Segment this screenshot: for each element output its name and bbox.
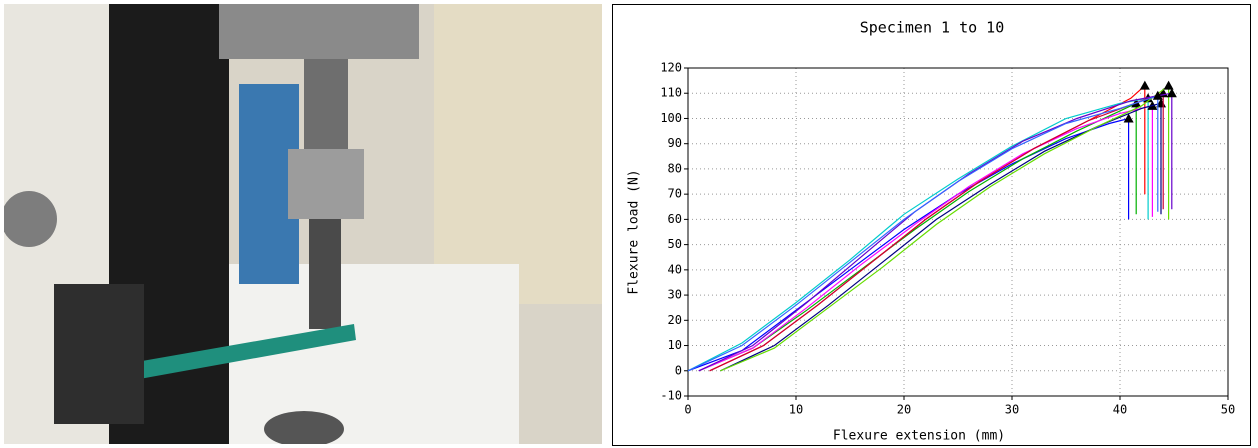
series-line	[720, 84, 1170, 372]
failure-marker	[1139, 80, 1150, 90]
fixture	[264, 411, 344, 444]
plot-frame	[687, 67, 1229, 397]
y-tick-label: 80	[668, 161, 682, 175]
x-tick-label: 50	[1221, 403, 1235, 417]
y-tick-label: 0	[675, 363, 682, 377]
y-tick-label: 30	[668, 288, 682, 302]
chart: Specimen 1 to 10 Flexure extension (mm) …	[612, 4, 1251, 446]
y-tick-label: 60	[668, 212, 682, 226]
punch	[309, 219, 341, 329]
failure-marker	[1123, 113, 1134, 123]
y-tick-label: 110	[660, 86, 682, 100]
y-tick-label: 20	[668, 313, 682, 327]
rod	[304, 59, 348, 149]
x-tick-label: 10	[789, 403, 803, 417]
series-line	[698, 102, 1137, 372]
y-tick-label: 70	[668, 187, 682, 201]
y-tick-label: 90	[668, 136, 682, 150]
chart-frame	[612, 4, 1251, 446]
series-line	[720, 102, 1162, 372]
x-tick-label: 0	[684, 403, 691, 417]
series-line	[687, 94, 1159, 372]
gauge	[4, 191, 57, 247]
wall-right	[434, 4, 602, 304]
crosshead	[219, 4, 419, 59]
y-tick-label: 10	[668, 338, 682, 352]
failure-marker	[1152, 90, 1163, 100]
y-tick-label: -10	[660, 389, 682, 403]
y-tick-label: 120	[660, 61, 682, 75]
failure-marker	[1166, 88, 1177, 98]
series-line	[698, 92, 1173, 372]
failure-marker	[1163, 80, 1174, 90]
x-axis-label: Flexure extension (mm)	[833, 429, 1005, 444]
y-tick-label: 40	[668, 262, 682, 276]
x-tick-label: 20	[897, 403, 911, 417]
vise	[54, 284, 144, 424]
chart-title: Specimen 1 to 10	[860, 19, 1005, 37]
y-tick-label: 100	[660, 111, 682, 125]
y-axis-label: Flexure load (N)	[627, 169, 642, 294]
x-tick-label: 40	[1113, 403, 1127, 417]
photo	[4, 4, 602, 444]
y-tick-label: 50	[668, 237, 682, 251]
x-tick-label: 30	[1005, 403, 1019, 417]
weight	[288, 149, 364, 219]
